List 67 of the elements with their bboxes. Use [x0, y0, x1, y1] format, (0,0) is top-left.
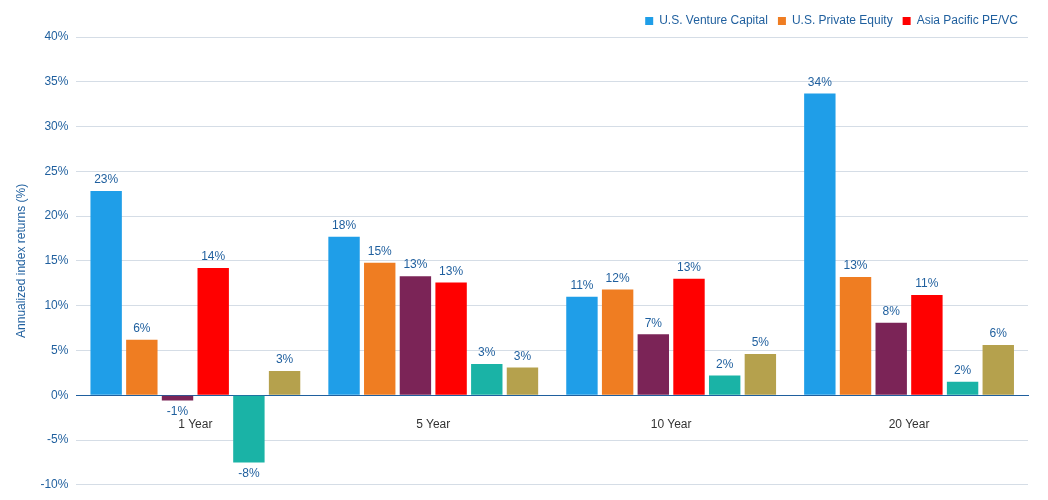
data-label: 6% [989, 326, 1008, 341]
data-label: -8% [238, 465, 260, 480]
bar [90, 191, 122, 395]
data-label: 6% [133, 321, 151, 336]
bar [161, 395, 194, 401]
data-label: 13% [403, 257, 428, 272]
y-tick-label: -10% [40, 477, 69, 492]
data-label: 13% [676, 260, 702, 275]
data-label: 8% [882, 304, 901, 319]
data-label: 14% [201, 249, 226, 264]
bar [126, 339, 158, 395]
bar [399, 276, 432, 395]
bar [839, 277, 872, 395]
bar [471, 363, 503, 395]
data-label: 5% [751, 335, 770, 350]
data-label: 11% [570, 278, 594, 293]
bar [637, 334, 670, 395]
bar [197, 268, 229, 395]
data-label: -1% [166, 403, 189, 418]
bar [233, 395, 265, 463]
data-label: 2% [716, 356, 734, 371]
data-label: 18% [332, 218, 357, 233]
bar [875, 322, 907, 395]
bar [364, 262, 396, 395]
legend-label: Asia Pacific PE/VC [916, 13, 1019, 28]
y-axis-title: Annualized index returns (%) [13, 183, 28, 338]
data-label: 13% [843, 258, 868, 273]
bar [506, 367, 539, 395]
x-tick-label: 5 Year [416, 416, 451, 431]
bar [708, 375, 741, 395]
data-label: 3% [513, 348, 532, 363]
data-label: 7% [644, 315, 663, 330]
bar [566, 296, 598, 395]
bar [804, 93, 836, 395]
data-label: 23% [94, 172, 119, 187]
data-label: 12% [605, 270, 630, 285]
y-tick-label: 10% [44, 297, 69, 312]
y-tick-label: -5% [47, 432, 69, 447]
legend-label: U.S. Private Equity [791, 13, 893, 28]
y-tick-label: 0% [51, 387, 69, 402]
bar [328, 236, 360, 395]
legend-label: U.S. Venture Capital [659, 13, 768, 28]
data-label: 34% [807, 74, 833, 89]
data-label: 2% [953, 363, 972, 378]
data-label: 15% [367, 244, 393, 258]
x-tick-label: 1 Year [178, 416, 213, 431]
bar [268, 371, 301, 395]
bar [673, 278, 705, 395]
y-tick-label: 5% [51, 342, 69, 357]
bar [911, 294, 943, 395]
y-tick-label: 30% [44, 118, 69, 133]
y-tick-label: 15% [44, 253, 69, 268]
x-tick-label: 20 Year [888, 416, 930, 431]
x-tick-label: 10 Year [650, 416, 692, 431]
data-label: 13% [439, 263, 464, 278]
data-label: 11% [915, 276, 939, 291]
data-label: 3% [478, 345, 496, 360]
y-tick-label: 40% [44, 29, 69, 44]
y-tick-label: 25% [44, 163, 69, 178]
bar [982, 345, 1014, 395]
bar [435, 282, 467, 395]
bar [946, 381, 979, 395]
bar [744, 354, 777, 395]
data-label: 3% [275, 352, 294, 367]
bar [601, 289, 634, 395]
y-tick-label: 35% [44, 74, 69, 89]
y-tick-label: 20% [44, 208, 69, 223]
